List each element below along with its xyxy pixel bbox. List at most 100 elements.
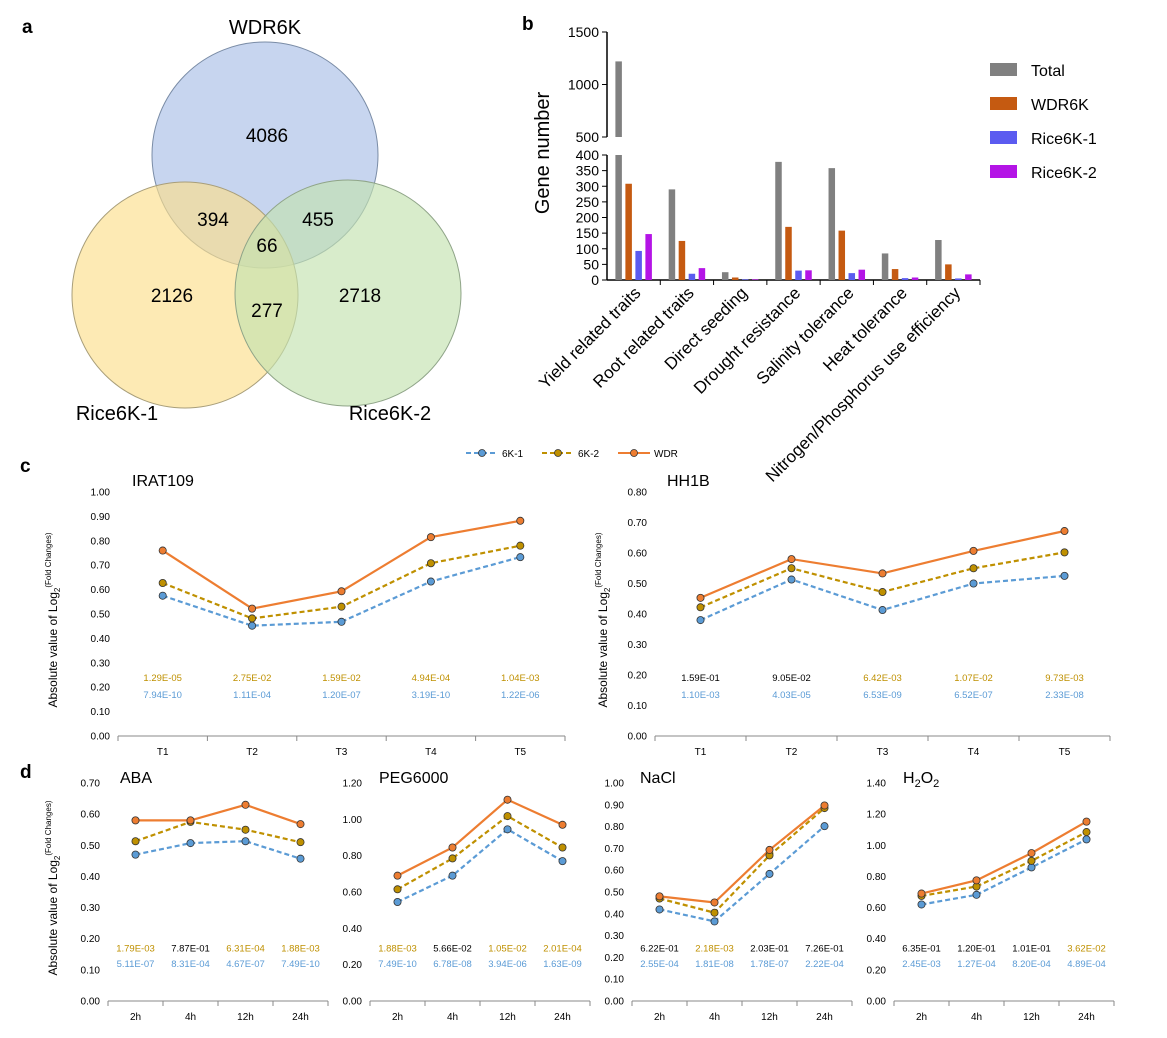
pvalue-6k1: 3.94E-06	[488, 959, 527, 970]
pvalue-6k2: 1.88E-03	[378, 944, 417, 955]
bar-category-label: Yield related traits	[535, 283, 644, 392]
ylabel-irat109: Absolute value of Log2(Fold Changes)	[44, 532, 62, 707]
pvalue-6k2: 1.05E-02	[488, 944, 527, 955]
bar-ytick-label: 100	[576, 241, 600, 257]
bar-ytick-label: 350	[576, 163, 600, 179]
y-tick-label: 0.60	[867, 903, 887, 914]
pvalue-6k1: 1.20E-07	[322, 690, 361, 701]
y-tick-label: 0.00	[343, 997, 363, 1008]
legend-marker-6k1	[478, 449, 486, 457]
legend-swatch-rice6k1	[990, 131, 1017, 144]
point-wdr-4h	[710, 898, 719, 907]
point-wdr-24h	[1082, 817, 1091, 826]
x-tick-label: 2h	[654, 1012, 665, 1023]
pvalue-6k1: 1.22E-06	[501, 690, 540, 701]
bar-rice6k2-drought-resistance	[805, 270, 812, 280]
series-line-wdr	[700, 529, 1065, 599]
point-6k1-24h	[558, 857, 567, 866]
y-tick-label: 0.00	[867, 997, 887, 1008]
legend-marker-6k2	[554, 449, 562, 457]
bar-total-direct-seeding	[721, 272, 729, 280]
point-wdr-12h	[503, 795, 512, 804]
y-tick-label: 0.90	[91, 512, 111, 523]
bar-rice6k2-nitrogen-phosphorus-use-efficiency	[965, 274, 972, 280]
pvalue-6k1: 1.78E-07	[750, 959, 789, 970]
y-tick-label: 0.20	[867, 965, 887, 976]
pvalue-6k1: 5.11E-07	[117, 959, 155, 970]
x-tick-label: T3	[877, 747, 889, 758]
pvalue-6k2: 3.62E-02	[1067, 944, 1106, 955]
point-6k2-t3	[337, 602, 346, 611]
y-tick-label: 0.50	[81, 841, 101, 852]
bar-rice6k2-root-related-traits	[698, 268, 706, 280]
pvalue-6k1: 1.10E-03	[681, 690, 720, 701]
point-6k2-t4	[426, 559, 435, 568]
bar-wdr6k-root-related-traits	[678, 240, 686, 280]
legend-label-rice6k1: Rice6K-1	[1031, 131, 1097, 148]
pvalue-6k2: 7.26E-01	[805, 944, 844, 955]
point-6k1-2h	[917, 900, 926, 909]
point-6k1-t2	[787, 575, 796, 584]
x-tick-label: T2	[246, 747, 258, 758]
pvalue-6k1: 7.49E-10	[281, 959, 320, 970]
y-tick-label: 0.10	[605, 975, 625, 986]
point-6k2-t3	[878, 588, 887, 597]
point-6k2-12h	[1027, 856, 1036, 865]
bar-rice6k2-yield-related-traits	[645, 234, 652, 280]
y-tick-label: 1.20	[343, 779, 363, 790]
x-tick-label: 12h	[237, 1012, 254, 1023]
x-tick-label: T2	[786, 747, 798, 758]
point-6k1-24h	[1082, 835, 1091, 844]
series-line-6k2	[700, 551, 1065, 609]
x-tick-label: 24h	[554, 1012, 571, 1023]
venn-count-wdr6k-rice6k2: 455	[302, 210, 334, 231]
point-6k2-t4	[969, 564, 978, 573]
legend-label-wdr6k: WDR6K	[1031, 97, 1089, 114]
pvalue-6k1: 6.53E-09	[863, 690, 902, 701]
chart-title-nacl: NaCl	[640, 770, 676, 787]
x-tick-label: T5	[1059, 747, 1071, 758]
pvalue-6k2: 7.87E-01	[171, 944, 210, 955]
point-wdr-t3	[878, 569, 887, 578]
bar-wdr6k-yield-related-traits	[625, 183, 632, 280]
venn-count-rice6k1-only: 2126	[151, 286, 193, 307]
pvalue-6k1: 7.49E-10	[378, 959, 417, 970]
point-wdr-2h	[917, 889, 926, 898]
y-tick-label: 0.40	[628, 610, 648, 621]
point-6k2-t2	[787, 564, 796, 573]
y-tick-label: 0.60	[343, 888, 363, 899]
x-tick-label: 12h	[499, 1012, 516, 1023]
y-tick-label: 1.00	[343, 815, 363, 826]
pvalue-6k2: 2.75E-02	[233, 673, 272, 684]
pvalue-6k2: 2.01E-04	[543, 944, 582, 955]
pvalue-6k2: 6.42E-03	[863, 673, 902, 684]
bar-ytick-label: 400	[576, 147, 600, 163]
venn-count-wdr6k-rice6k1: 394	[197, 210, 229, 231]
point-wdr-t2	[787, 555, 796, 564]
legend-swatch-wdr6k	[990, 97, 1017, 110]
line-chart-peg6000: 0.00 0.20 0.40 0.60 0.80 1.00 1.20 2h 4h 12h 24h 1.…	[343, 779, 591, 1023]
pvalue-6k1: 4.03E-05	[772, 690, 811, 701]
x-tick-label: 4h	[709, 1012, 720, 1023]
bar-wdr6k-drought-resistance	[785, 226, 792, 280]
bar-total-yield-related-traits	[615, 155, 622, 280]
pvalue-6k2: 1.01E-01	[1012, 944, 1051, 955]
y-tick-label: 0.30	[81, 903, 101, 914]
chart-title-peg6000: PEG6000	[379, 770, 448, 787]
x-tick-label: T1	[695, 747, 707, 758]
pvalue-6k1: 8.20E-04	[1012, 959, 1051, 970]
x-tick-label: 2h	[130, 1012, 141, 1023]
pvalue-6k2: 1.29E-05	[143, 673, 182, 684]
pvalue-6k2: 1.59E-02	[322, 673, 361, 684]
chart-title-hh1b: HH1B	[667, 473, 710, 490]
point-6k1-2h	[393, 897, 402, 906]
panel-label-b: b	[522, 14, 534, 35]
bar-rice6k2-heat-tolerance	[911, 277, 919, 280]
y-tick-label: 0.40	[81, 872, 101, 883]
bar-rice6k1-drought-resistance	[795, 270, 802, 280]
bar-total-nitrogen-phosphorus-use-efficiency	[935, 240, 942, 280]
legend-label-6k2: 6K-2	[578, 449, 600, 460]
y-tick-label: 0.80	[605, 822, 625, 833]
legend-label-total: Total	[1031, 63, 1065, 80]
y-tick-label: 0.20	[605, 953, 625, 964]
